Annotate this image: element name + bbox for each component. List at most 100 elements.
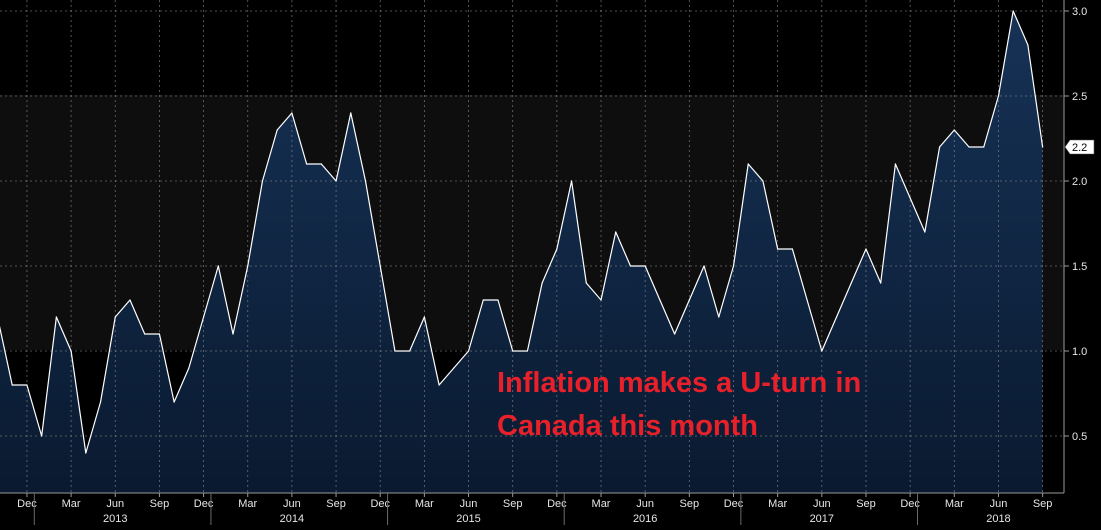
data-point (335, 180, 337, 182)
data-point (570, 180, 573, 182)
data-point (850, 282, 852, 284)
data-point (482, 299, 484, 301)
last-value-label: 2.2 (1064, 139, 1095, 155)
data-point (11, 384, 13, 386)
x-tick-label: Dec (724, 498, 744, 510)
data-point (806, 299, 808, 301)
annotation-line: Inflation makes a U-turn in (497, 367, 861, 399)
x-year-label: 2013 (103, 513, 127, 525)
annotation: Inflation makes a U-turn in Canada this m… (497, 367, 861, 442)
x-year-label: 2014 (280, 513, 304, 525)
x-year-label: 2018 (986, 513, 1010, 525)
data-point (659, 299, 661, 301)
x-tick-label: Dec (900, 498, 920, 510)
y-tick-label: 2.5 (1072, 91, 1087, 103)
data-point (894, 163, 897, 165)
data-point (777, 248, 779, 250)
x-tick-label: Jun (813, 498, 831, 510)
data-point (114, 316, 116, 318)
x-tick-label: Jun (460, 498, 478, 510)
line-layer (0, 10, 1044, 454)
data-point (1027, 44, 1029, 46)
x-tick-label: Jun (106, 498, 124, 510)
x-tick-label: Sep (326, 498, 346, 510)
data-point (188, 367, 190, 369)
data-point (217, 265, 219, 267)
data-point (880, 282, 882, 284)
x-tick-label: Dec (547, 498, 567, 510)
data-point (129, 299, 131, 301)
data-point (791, 248, 793, 250)
data-point (541, 282, 543, 284)
data-point (70, 350, 72, 352)
data-point (85, 452, 87, 454)
data-point (261, 180, 264, 182)
data-point (644, 265, 646, 267)
data-point (99, 401, 102, 403)
data-point (674, 333, 676, 335)
x-tick-label: Jun (283, 498, 301, 510)
data-point (938, 146, 941, 148)
data-point (821, 350, 823, 352)
data-point (747, 163, 749, 165)
x-tick-label: Mar (592, 498, 611, 510)
data-point (350, 112, 352, 114)
data-point (55, 316, 57, 318)
x-tick-label: Sep (150, 498, 170, 510)
x-tick-label: Mar (945, 498, 964, 510)
data-point (158, 333, 161, 335)
grid-layer (0, 0, 1064, 493)
data-point (438, 384, 440, 386)
annotation-line: Canada this month (497, 410, 758, 442)
data-point (394, 350, 396, 352)
x-tick-label: Sep (1033, 498, 1053, 510)
data-point (423, 316, 425, 318)
data-point (41, 435, 43, 437)
area-layer (0, 11, 1043, 493)
data-point (291, 112, 293, 114)
x-tick-label: Dec (370, 498, 390, 510)
data-point (512, 350, 514, 352)
y-tick-label: 3.0 (1072, 6, 1087, 18)
data-point (835, 316, 838, 318)
x-tick-label: Sep (680, 498, 700, 510)
x-axis-ticks: Dec Mar Jun Sep Dec Mar Jun Sep Dec Mar Jun Sep Dec M… (17, 493, 1052, 510)
data-point (453, 367, 455, 369)
data-point (600, 299, 602, 301)
data-point (968, 146, 970, 148)
x-tick-label: Dec (17, 498, 37, 510)
last-value-badge (1064, 139, 1095, 155)
data-point (762, 180, 764, 182)
data-point (173, 401, 175, 403)
data-point (247, 265, 249, 267)
data-point (144, 333, 146, 335)
x-axis-year-labels: 2013 2014 2015 2016 2017 2018 (33, 493, 1011, 525)
data-point (997, 95, 1000, 97)
data-point (585, 282, 587, 284)
data-point (26, 384, 28, 386)
series-line (0, 10, 1044, 454)
data-point (1012, 10, 1014, 12)
data-point (615, 231, 617, 233)
y-tick-label: 1.0 (1072, 346, 1087, 358)
data-point (909, 197, 911, 199)
x-tick-label: Mar (415, 498, 434, 510)
data-point (556, 248, 558, 250)
data-point (718, 316, 720, 318)
data-point (732, 265, 735, 267)
data-point (276, 129, 278, 131)
data-point (953, 129, 955, 131)
data-point (1042, 146, 1044, 148)
data-point (497, 299, 499, 301)
data-point (306, 163, 308, 165)
data-point (202, 316, 205, 318)
data-point (467, 350, 470, 352)
data-point (629, 265, 632, 267)
y-tick-label: 2.0 (1072, 176, 1087, 188)
x-year-label: 2017 (810, 513, 834, 525)
x-tick-label: Jun (636, 498, 654, 510)
data-point (320, 163, 322, 165)
data-point (703, 265, 705, 267)
